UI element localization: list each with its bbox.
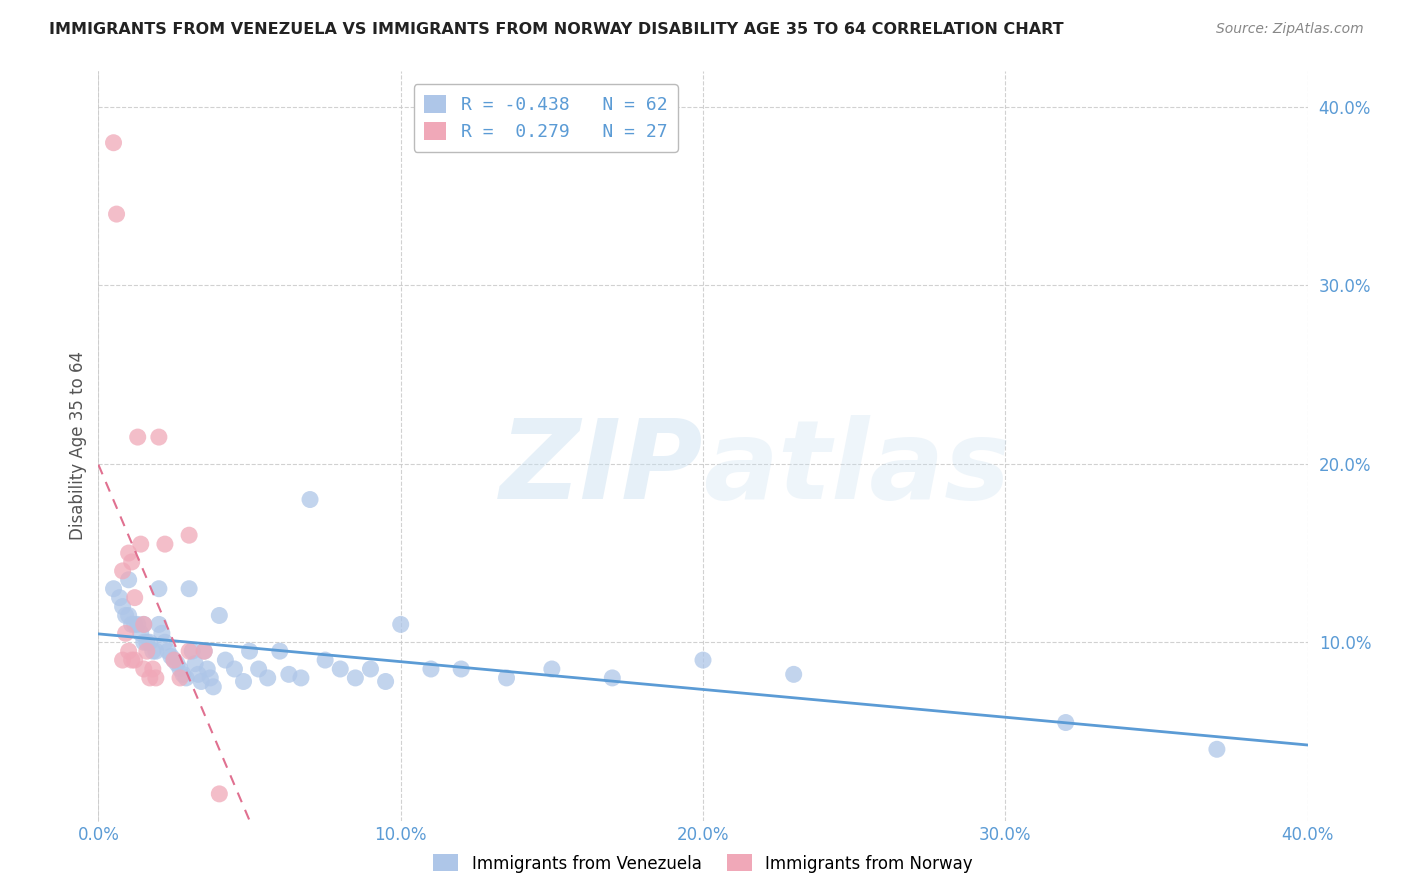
Point	[148, 617, 170, 632]
Point	[121, 653, 143, 667]
Point	[132, 617, 155, 632]
Point	[202, 680, 225, 694]
Point	[181, 644, 204, 658]
Point	[127, 430, 149, 444]
Point	[160, 649, 183, 664]
Point	[783, 667, 806, 681]
Point	[450, 662, 472, 676]
Point	[277, 667, 299, 681]
Point	[290, 671, 312, 685]
Point	[142, 662, 165, 676]
Point	[114, 608, 136, 623]
Text: atlas: atlas	[703, 415, 1011, 522]
Point	[124, 617, 146, 632]
Point	[187, 667, 209, 681]
Point	[163, 653, 186, 667]
Point	[145, 671, 167, 685]
Point	[208, 608, 231, 623]
Point	[179, 644, 201, 658]
Point	[256, 671, 278, 685]
Point	[247, 662, 270, 676]
Text: Source: ZipAtlas.com: Source: ZipAtlas.com	[1216, 22, 1364, 37]
Point	[111, 653, 134, 667]
Point	[190, 674, 212, 689]
Point	[195, 662, 218, 676]
Point	[135, 644, 157, 658]
Point	[132, 662, 155, 676]
Point	[103, 582, 125, 596]
Point	[156, 644, 179, 658]
Text: IMMIGRANTS FROM VENEZUELA VS IMMIGRANTS FROM NORWAY DISABILITY AGE 35 TO 64 CORR: IMMIGRANTS FROM VENEZUELA VS IMMIGRANTS …	[49, 22, 1064, 37]
Point	[193, 644, 215, 658]
Point	[174, 671, 197, 685]
Point	[142, 644, 165, 658]
Point	[495, 671, 517, 685]
Point	[374, 674, 396, 689]
Point	[118, 608, 141, 623]
Point	[540, 662, 562, 676]
Point	[124, 653, 146, 667]
Point	[344, 671, 367, 685]
Point	[114, 626, 136, 640]
Point	[153, 635, 176, 649]
Point	[118, 573, 141, 587]
Point	[148, 430, 170, 444]
Point	[179, 528, 201, 542]
Point	[139, 635, 162, 649]
Point	[193, 644, 215, 658]
Point	[132, 635, 155, 649]
Point	[103, 136, 125, 150]
Point	[1206, 742, 1229, 756]
Point	[145, 644, 167, 658]
Point	[124, 591, 146, 605]
Point	[135, 635, 157, 649]
Point	[389, 617, 412, 632]
Legend: R = -0.438   N = 62, R =  0.279   N = 27: R = -0.438 N = 62, R = 0.279 N = 27	[413, 84, 678, 152]
Point	[163, 653, 186, 667]
Text: ZIP: ZIP	[499, 415, 703, 522]
Point	[169, 671, 191, 685]
Point	[314, 653, 336, 667]
Point	[1054, 715, 1077, 730]
Point	[692, 653, 714, 667]
Point	[129, 537, 152, 551]
Point	[105, 207, 128, 221]
Point	[602, 671, 624, 685]
Point	[169, 662, 191, 676]
Point	[108, 591, 131, 605]
Point	[200, 671, 222, 685]
Point	[121, 617, 143, 632]
Point	[184, 657, 207, 671]
Point	[269, 644, 291, 658]
Point	[329, 662, 352, 676]
Point	[150, 626, 173, 640]
Point	[127, 617, 149, 632]
Point	[132, 617, 155, 632]
Point	[129, 626, 152, 640]
Point	[232, 674, 254, 689]
Point	[214, 653, 236, 667]
Point	[118, 546, 141, 560]
Point	[148, 582, 170, 596]
Point	[111, 564, 134, 578]
Point	[179, 582, 201, 596]
Point	[224, 662, 246, 676]
Point	[299, 492, 322, 507]
Legend: Immigrants from Venezuela, Immigrants from Norway: Immigrants from Venezuela, Immigrants fr…	[427, 847, 979, 880]
Point	[153, 537, 176, 551]
Point	[139, 671, 162, 685]
Point	[121, 555, 143, 569]
Y-axis label: Disability Age 35 to 64: Disability Age 35 to 64	[69, 351, 87, 541]
Point	[239, 644, 262, 658]
Point	[420, 662, 443, 676]
Point	[360, 662, 382, 676]
Point	[208, 787, 231, 801]
Point	[172, 667, 194, 681]
Point	[111, 599, 134, 614]
Point	[166, 657, 188, 671]
Point	[118, 644, 141, 658]
